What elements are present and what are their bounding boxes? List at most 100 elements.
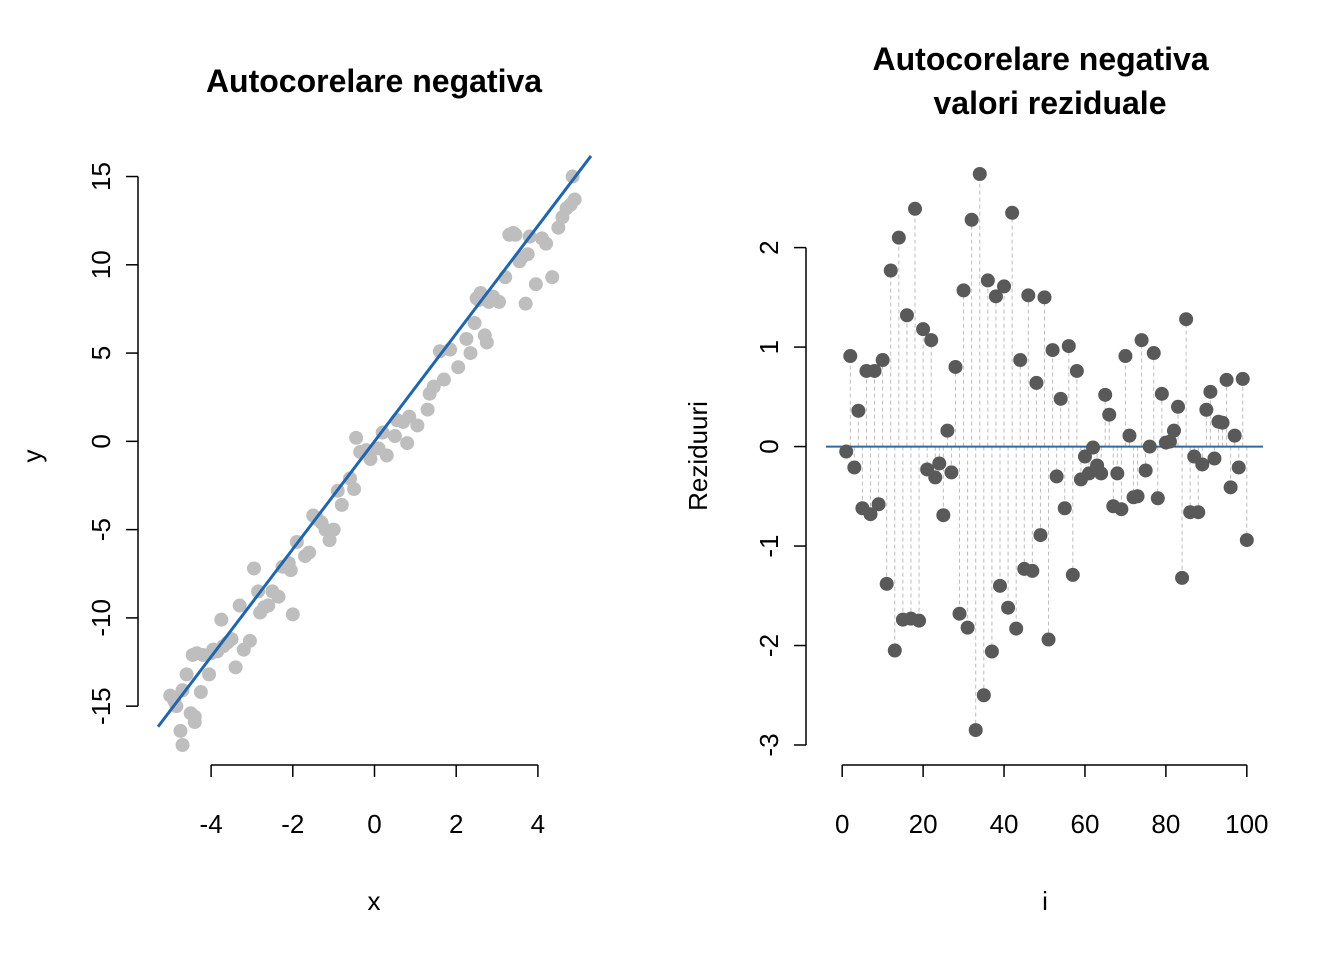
left-data-point xyxy=(463,346,478,361)
right-residual-point xyxy=(1166,423,1181,438)
left-data-point xyxy=(175,738,190,752)
left-data-point xyxy=(175,683,190,698)
right-residual-point xyxy=(964,212,979,227)
left-data-point xyxy=(451,360,466,375)
left-data-point xyxy=(565,169,580,184)
right-residual-point xyxy=(1057,501,1072,516)
left-data-point xyxy=(567,192,582,207)
left-data-point xyxy=(283,563,298,578)
left-data-point xyxy=(349,430,364,445)
left-data-point xyxy=(214,612,229,627)
left-data-point xyxy=(179,667,194,682)
right-residual-point xyxy=(1110,466,1125,481)
right-residual-point xyxy=(839,444,854,459)
left-scatter-panel: Autocorelare negativa x y -4 -2 0 2 4-15-10-… xyxy=(17,63,593,916)
right-residual-point xyxy=(1033,528,1048,543)
right-x-tick-label: 100 xyxy=(1225,809,1268,839)
right-residual-point xyxy=(956,283,971,298)
right-residual-point xyxy=(875,353,890,368)
right-y-axis-label: Reziduuri xyxy=(683,401,713,511)
left-x-axis-label: x xyxy=(368,886,381,916)
left-regression-line xyxy=(156,155,593,728)
right-residual-point xyxy=(968,723,983,738)
right-residual-point xyxy=(887,643,902,658)
right-residual-point xyxy=(992,578,1007,593)
right-x-tick-label: 60 xyxy=(1071,809,1100,839)
right-residual-point xyxy=(1037,290,1052,305)
right-y-tick-label: 1 xyxy=(754,340,784,354)
right-residual-point xyxy=(1077,449,1092,464)
right-residual-point xyxy=(1223,480,1238,495)
right-residual-point xyxy=(883,263,898,278)
right-residual-point xyxy=(899,308,914,323)
right-x-tick-label: 80 xyxy=(1151,809,1180,839)
right-residual-point xyxy=(997,279,1012,294)
right-x-tick-label: 0 xyxy=(835,809,849,839)
right-residual-point xyxy=(1142,439,1157,454)
left-data-point xyxy=(187,709,202,724)
left-data-point xyxy=(193,685,208,700)
left-y-tick-label: -15 xyxy=(86,687,116,725)
left-data-point xyxy=(520,247,535,262)
right-residual-point xyxy=(1098,387,1113,402)
right-residual-point xyxy=(1235,371,1250,386)
right-residual-point xyxy=(1195,457,1210,472)
right-residual-point xyxy=(1114,502,1129,517)
right-residual-point xyxy=(976,688,991,703)
right-residual-point xyxy=(1122,428,1137,443)
left-y-tick-label: 15 xyxy=(86,162,116,191)
left-data-point xyxy=(334,497,349,512)
left-y-tick-label: 5 xyxy=(86,346,116,360)
right-residual-point xyxy=(847,460,862,475)
right-residual-point xyxy=(1154,386,1169,401)
right-title-line-2: valori reziduale xyxy=(934,85,1167,121)
right-residual-point xyxy=(1138,463,1153,478)
right-residual-point xyxy=(1065,567,1080,582)
right-residual-point xyxy=(1199,402,1214,417)
right-residual-point xyxy=(1086,440,1101,455)
right-x-tick-label: 40 xyxy=(990,809,1019,839)
right-y-tick-label: 2 xyxy=(754,240,784,254)
right-residual-point xyxy=(972,166,987,181)
left-data-point xyxy=(228,660,243,675)
left-x-tick-label: 0 xyxy=(367,809,381,839)
right-residual-point xyxy=(1215,415,1230,430)
left-y-tick-label: -5 xyxy=(86,518,116,541)
right-residual-point xyxy=(936,508,951,523)
right-residual-point xyxy=(1191,505,1206,520)
right-residual-point xyxy=(1061,339,1076,354)
right-residual-point xyxy=(1150,491,1165,506)
right-residual-point xyxy=(863,507,878,522)
right-residual-point xyxy=(1005,205,1020,220)
right-y-tick-label: -2 xyxy=(754,634,784,657)
left-data-point xyxy=(518,296,533,311)
right-residual-point xyxy=(1130,489,1145,504)
right-residual-point xyxy=(1009,621,1024,636)
right-residual-point xyxy=(948,359,963,374)
left-data-point xyxy=(246,561,261,576)
right-residual-point xyxy=(1049,469,1064,484)
right-residual-point xyxy=(932,456,947,471)
left-data-point xyxy=(232,598,247,613)
right-residual-point xyxy=(1231,460,1246,475)
left-data-point xyxy=(387,429,402,444)
right-residual-point xyxy=(984,644,999,659)
left-data-point xyxy=(426,379,441,394)
left-data-point xyxy=(322,533,337,548)
left-x-tick-label: -4 xyxy=(200,809,223,839)
left-data-point xyxy=(347,482,362,497)
left-data-point xyxy=(479,335,494,350)
right-residual-point xyxy=(891,230,906,245)
left-data-point xyxy=(242,633,257,648)
left-data-point xyxy=(173,723,188,738)
right-residual-point xyxy=(944,465,959,480)
left-data-point xyxy=(467,316,482,331)
left-data-point xyxy=(363,452,378,466)
right-residual-point xyxy=(1203,384,1218,399)
right-residual-point xyxy=(1069,363,1084,378)
left-y-axis-label: y xyxy=(17,450,47,463)
right-residual-point xyxy=(940,423,955,438)
right-y-tick-label: -1 xyxy=(754,534,784,557)
right-residual-point xyxy=(916,322,931,337)
